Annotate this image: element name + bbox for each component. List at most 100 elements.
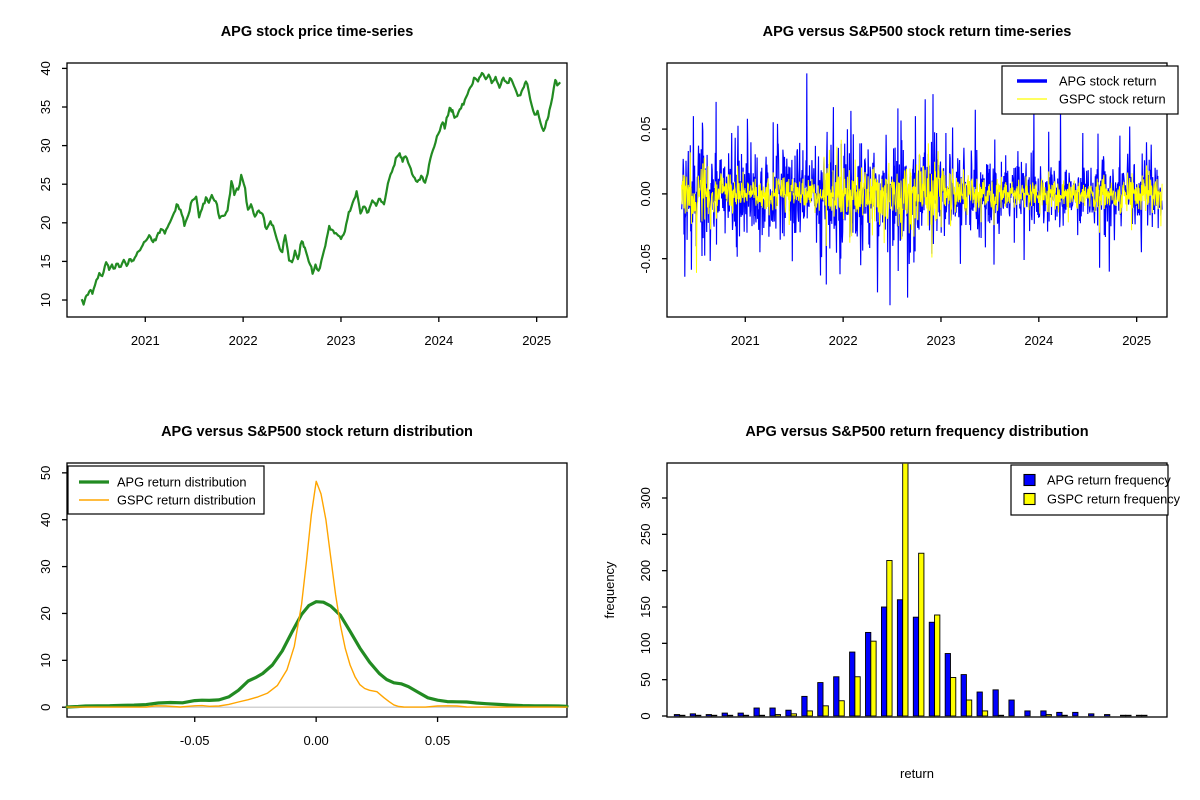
x-tick-label: 0.00 bbox=[303, 733, 328, 748]
apg-frequency-bar bbox=[1056, 711, 1063, 717]
gspc-frequency-bar bbox=[965, 699, 973, 717]
legend-label: GSPC stock return bbox=[1059, 91, 1166, 106]
apg-frequency-bar bbox=[721, 712, 728, 717]
x-tick-label: 2023 bbox=[327, 333, 356, 348]
x-tick-label: 2021 bbox=[131, 333, 160, 348]
apg-frequency-bar bbox=[1024, 710, 1031, 717]
y-tick-label: 50 bbox=[638, 672, 653, 686]
gspc-frequency-bar bbox=[981, 710, 989, 717]
gspc-frequency-bar bbox=[934, 614, 941, 717]
x-axis: -0.05 0.00 0.05 bbox=[180, 717, 450, 748]
y-tick-label: 40 bbox=[38, 61, 53, 75]
gspc-frequency-bar bbox=[758, 714, 766, 717]
apg-return-line bbox=[681, 73, 1163, 306]
chart-title: APG versus S&P500 return frequency distr… bbox=[745, 424, 1088, 440]
apg-frequency-bar bbox=[865, 631, 872, 717]
legend-swatch bbox=[1023, 492, 1036, 506]
apg-frequency-bar bbox=[785, 709, 792, 717]
gspc-frequency-bar bbox=[838, 700, 845, 717]
y-tick-label: -0.05 bbox=[638, 244, 653, 274]
y-tick-label: 35 bbox=[38, 100, 53, 114]
apg-frequency-bar bbox=[801, 695, 808, 717]
apg-frequency-bar bbox=[737, 712, 744, 717]
gspc-frequency-bar bbox=[806, 710, 813, 717]
legend: APG return frequency GSPC return frequenc… bbox=[1010, 464, 1181, 516]
legend-label: APG return distribution bbox=[117, 474, 246, 489]
apg-frequency-bar bbox=[944, 653, 951, 717]
gspc-frequency-bar bbox=[1125, 714, 1132, 717]
gspc-frequency-bar bbox=[902, 463, 909, 717]
gspc-frequency-bar bbox=[950, 677, 957, 717]
x-tick-label: 2025 bbox=[522, 333, 551, 348]
x-tick-label: 2024 bbox=[424, 333, 453, 348]
legend-box bbox=[1001, 65, 1179, 115]
y-tick-label: 30 bbox=[38, 559, 53, 573]
apg-frequency-bar bbox=[1072, 711, 1079, 717]
x-tick-label: 2021 bbox=[731, 333, 760, 348]
gspc-frequency-bar bbox=[679, 714, 686, 717]
legend-swatch bbox=[1023, 473, 1036, 487]
y-tick-label: 150 bbox=[638, 596, 653, 618]
bar-groups bbox=[673, 463, 1148, 717]
y-tick-label: 15 bbox=[38, 254, 53, 268]
y-tick-label: 25 bbox=[38, 177, 53, 191]
y-tick-label: 0.00 bbox=[638, 181, 653, 206]
y-tick-label: 50 bbox=[38, 466, 53, 480]
x-tick-label: 0.05 bbox=[425, 733, 450, 748]
gspc-frequency-bar bbox=[774, 714, 781, 717]
x-tick-label: 2022 bbox=[829, 333, 858, 348]
apg-frequency-bar bbox=[849, 651, 856, 717]
legend: APG stock return GSPC stock return bbox=[1001, 65, 1179, 115]
apg-frequency-bar bbox=[960, 674, 967, 717]
y-tick-label: 0.05 bbox=[638, 116, 653, 141]
return-time-series-chart: APG versus S&P500 stock return time-seri… bbox=[638, 24, 1179, 348]
y-axis: 10 15 20 25 30 35 40 bbox=[38, 61, 67, 307]
y-tick-label: 30 bbox=[38, 138, 53, 152]
apg-frequency-bar bbox=[833, 676, 840, 717]
return-distribution-chart: APG versus S&P500 stock return distribut… bbox=[38, 424, 569, 748]
apg-frequency-bar bbox=[928, 621, 935, 717]
y-tick-label: 20 bbox=[38, 606, 53, 620]
y-axis: -0.05 0.00 0.05 bbox=[638, 116, 667, 274]
y-tick-label: 10 bbox=[38, 653, 53, 667]
gspc-frequency-bar bbox=[711, 714, 718, 717]
apg-frequency-bar bbox=[705, 714, 712, 717]
gspc-frequency-bar bbox=[1061, 714, 1068, 717]
gspc-return-line bbox=[681, 139, 1163, 273]
plot-box bbox=[66, 462, 568, 718]
gspc-frequency-bar bbox=[726, 714, 734, 717]
apg-frequency-bar bbox=[1040, 710, 1047, 717]
panel-price-time-series: APG stock price time-series 2021 2022 2023 2… bbox=[0, 0, 600, 400]
gspc-frequency-bar bbox=[790, 713, 797, 717]
apg-frequency-bar bbox=[817, 682, 824, 717]
y-axis: 0 50 100 150 200 250 300 bbox=[638, 487, 667, 720]
y-tick-label: 40 bbox=[38, 512, 53, 526]
chart-title: APG versus S&P500 stock return distribut… bbox=[161, 424, 473, 440]
y-axis: 0 10 20 30 40 50 bbox=[38, 466, 67, 711]
x-tick-label: -0.05 bbox=[180, 733, 210, 748]
x-axis: 2021 2022 2023 2024 2025 bbox=[131, 317, 551, 348]
gspc-frequency-bar bbox=[1141, 714, 1148, 717]
y-tick-label: 20 bbox=[38, 216, 53, 230]
apg-frequency-bar bbox=[1119, 714, 1127, 717]
legend-label: APG return frequency bbox=[1047, 472, 1171, 487]
gspc-frequency-bar bbox=[886, 560, 893, 717]
gspc-frequency-bar bbox=[854, 676, 861, 717]
y-tick-label: 0 bbox=[638, 712, 653, 719]
plot-box bbox=[66, 62, 568, 318]
chart-title: APG stock price time-series bbox=[221, 24, 414, 40]
x-axis-title: return bbox=[900, 766, 934, 781]
apg-frequency-bar bbox=[1008, 699, 1015, 717]
y-tick-label: 200 bbox=[638, 560, 653, 582]
x-tick-label: 2023 bbox=[927, 333, 956, 348]
apg-frequency-bar bbox=[1135, 714, 1143, 717]
apg-frequency-bar bbox=[992, 689, 999, 717]
gspc-frequency-bar bbox=[1045, 714, 1052, 717]
x-axis: 2021 2022 2023 2024 2025 bbox=[731, 317, 1151, 348]
panel-return-time-series: APG versus S&P500 stock return time-seri… bbox=[600, 0, 1200, 400]
gspc-frequency-bar bbox=[997, 714, 1005, 717]
gspc-frequency-bar bbox=[822, 705, 829, 717]
apg-frequency-bar bbox=[896, 599, 904, 717]
x-tick-label: 2025 bbox=[1122, 333, 1151, 348]
